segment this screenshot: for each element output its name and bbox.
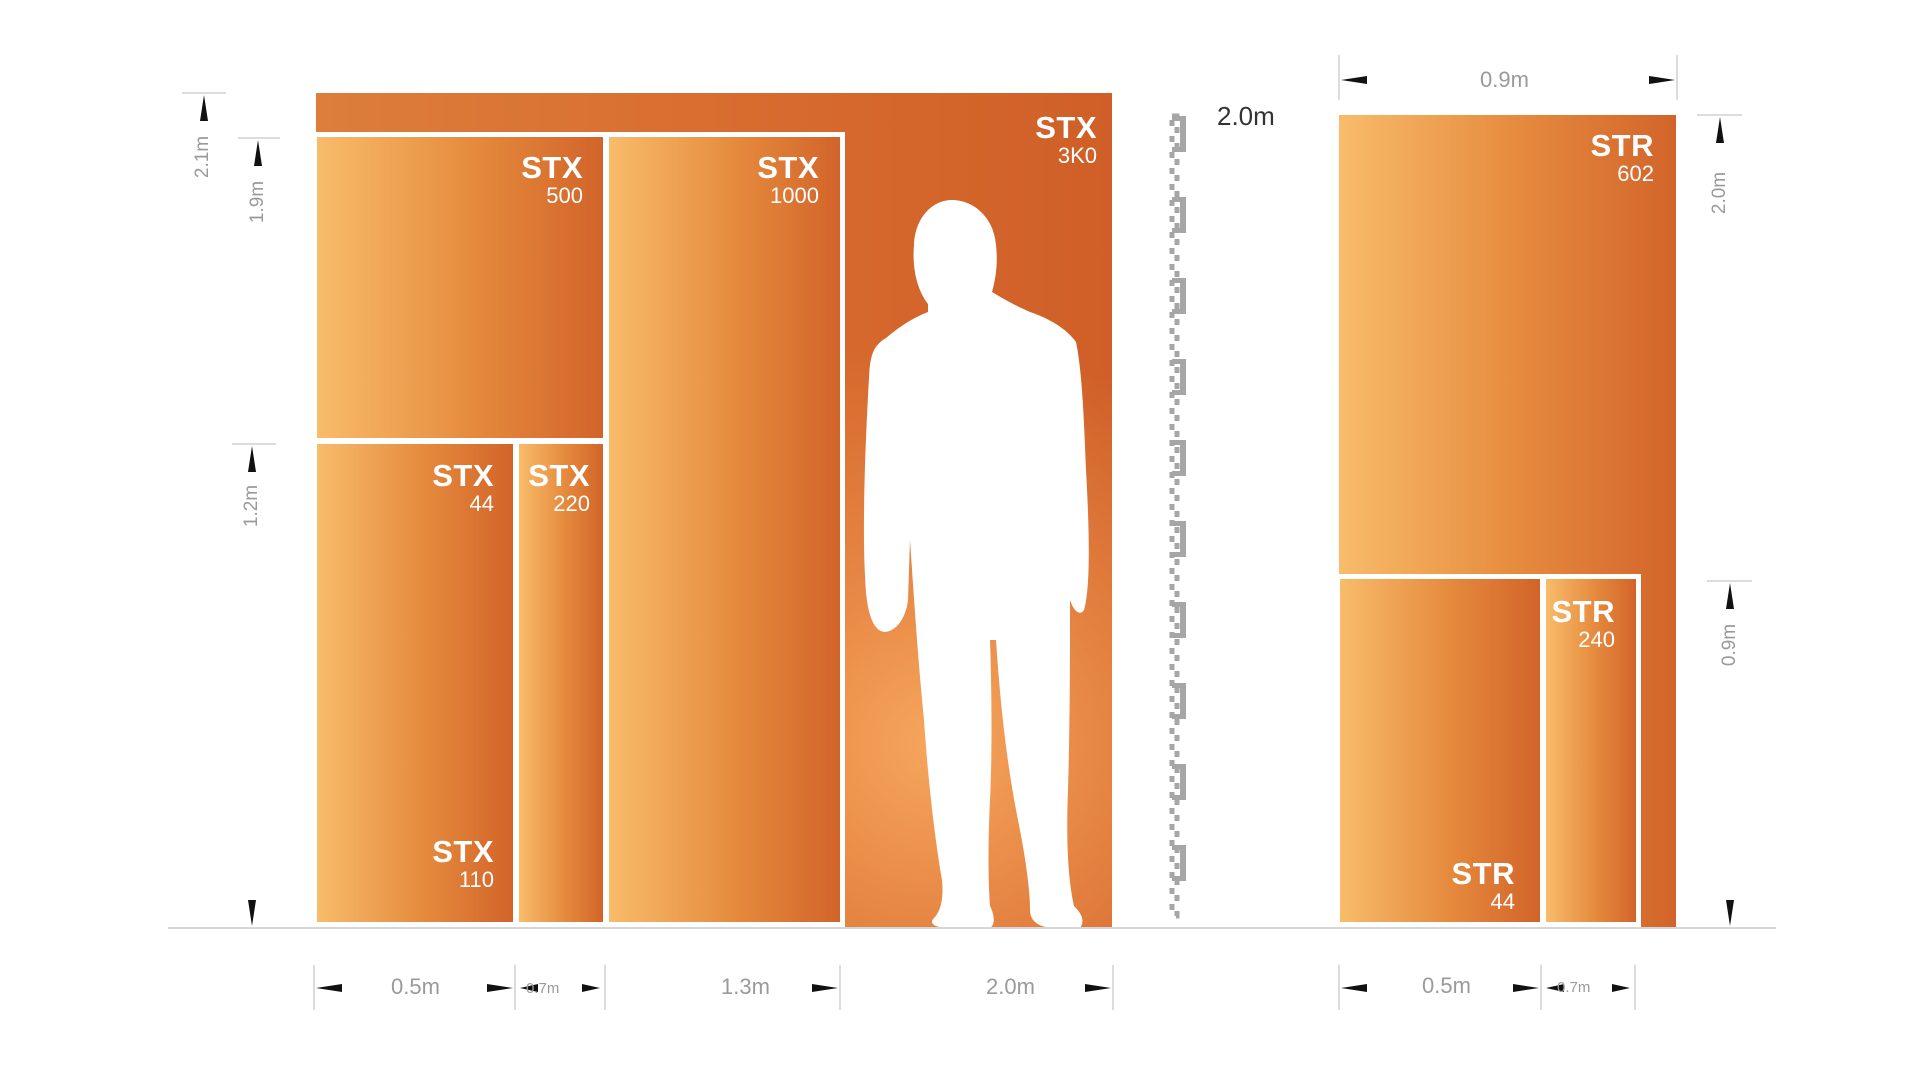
unit-name: STR [1452,858,1516,889]
width-label-1-3m: 1.3m [721,974,770,1000]
height-label-2-1m: 2.1m [192,136,214,178]
height-label-1-2m: 1.2m [241,485,263,527]
str-width-label-0-7m: 0.7m [1557,979,1590,996]
unit-name: STX [432,460,494,491]
height-label-1-9m: 1.9m [247,181,269,223]
str-44-label: STR 44 [1452,858,1516,913]
unit-number: 44 [1452,891,1516,913]
unit-name: STX [521,152,583,183]
unit-number: 240 [1552,629,1616,651]
person-silhouette-icon [864,200,1089,928]
unit-number: 220 [528,493,590,515]
ruler-height-label: 2.0m [1217,101,1275,132]
unit-name: STX [1035,112,1097,143]
width-label-2-0m: 2.0m [986,974,1035,1000]
unit-name: STR [1591,130,1655,161]
stx-44-label: STX 44 [432,460,494,515]
unit-number: 1000 [757,185,819,207]
str-width-label-0-5m: 0.5m [1422,973,1471,999]
unit-name: STX [432,836,494,867]
unit-number: 602 [1591,163,1655,185]
unit-number: 110 [432,869,494,891]
width-label-0-7m: 0.7m [526,980,559,997]
unit-number: 500 [521,185,583,207]
str-height-label-2-0m: 2.0m [1709,172,1731,214]
str-602-label: STR 602 [1591,130,1655,185]
stx-500-label: STX 500 [521,152,583,207]
unit-name: STX [528,460,590,491]
stx-220-label: STX 220 [528,460,590,515]
str-height-label-0-9m: 0.9m [1719,624,1741,666]
unit-number: 3K0 [1035,145,1097,167]
width-label-0-5m: 0.5m [391,974,440,1000]
str-240-label: STR 240 [1552,596,1616,651]
stx-3k0-label: STX 3K0 [1035,112,1097,167]
str-width-label-0-9m: 0.9m [1480,67,1529,93]
stx-1000-label: STX 1000 [757,152,819,207]
unit-name: STR [1552,596,1616,627]
unit-name: STX [757,152,819,183]
height-ruler [1172,116,1186,916]
stx-110-label: STX 110 [432,836,494,891]
unit-number: 44 [432,493,494,515]
